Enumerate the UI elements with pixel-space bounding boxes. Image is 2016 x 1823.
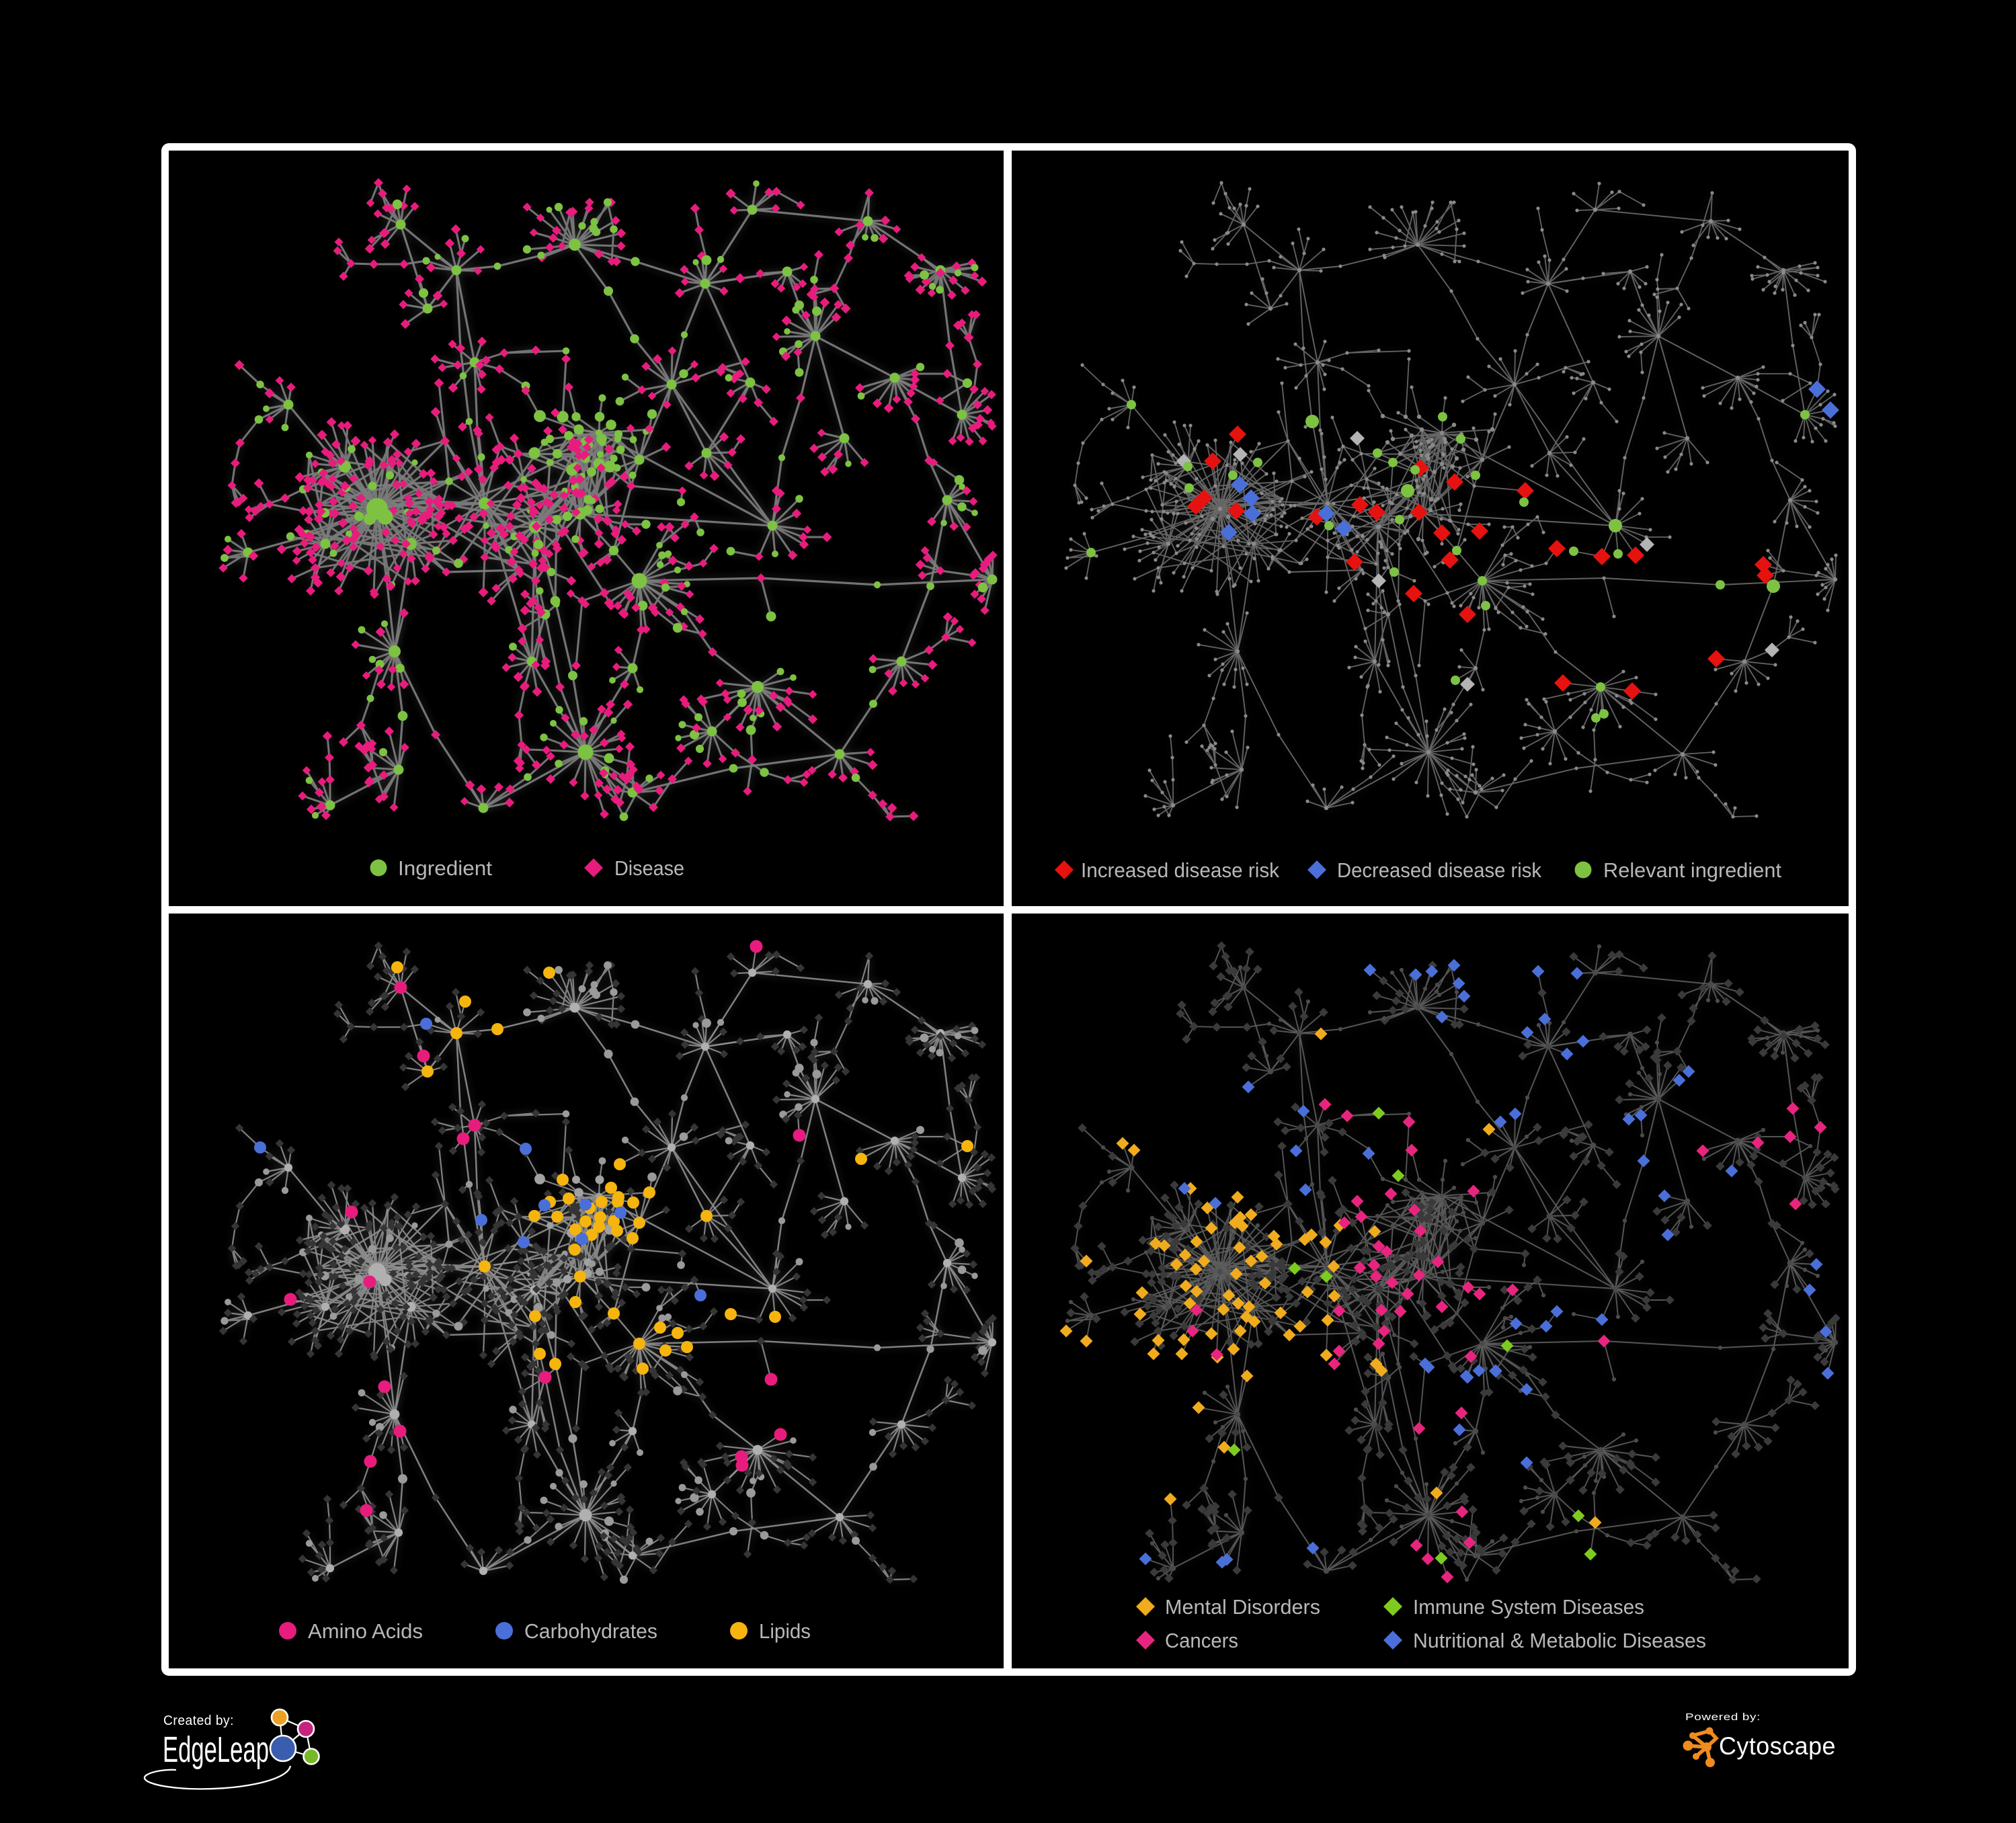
- svg-text:Powered by:: Powered by:: [1685, 1711, 1761, 1723]
- svg-text:Carbohydrates: Carbohydrates: [524, 1619, 657, 1643]
- svg-text:Increased disease risk: Increased disease risk: [1081, 858, 1279, 882]
- svg-text:Relevant ingredient: Relevant ingredient: [1603, 858, 1781, 882]
- svg-text:Immune System Diseases: Immune System Diseases: [1413, 1595, 1644, 1619]
- svg-text:Disease: Disease: [614, 856, 684, 880]
- svg-text:EdgeLeap: EdgeLeap: [163, 1730, 269, 1770]
- svg-text:Cytoscape: Cytoscape: [1719, 1732, 1836, 1760]
- svg-text:Cancers: Cancers: [1165, 1629, 1238, 1652]
- svg-text:Lipids: Lipids: [759, 1619, 811, 1643]
- svg-text:Decreased disease risk: Decreased disease risk: [1337, 858, 1541, 882]
- svg-text:Amino Acids: Amino Acids: [308, 1619, 423, 1643]
- svg-text:Mental Disorders: Mental Disorders: [1165, 1595, 1320, 1619]
- svg-text:Ingredient: Ingredient: [398, 856, 492, 880]
- svg-text:Created by:: Created by:: [163, 1713, 234, 1728]
- svg-text:Nutritional & Metabolic Diseas: Nutritional & Metabolic Diseases: [1413, 1629, 1706, 1652]
